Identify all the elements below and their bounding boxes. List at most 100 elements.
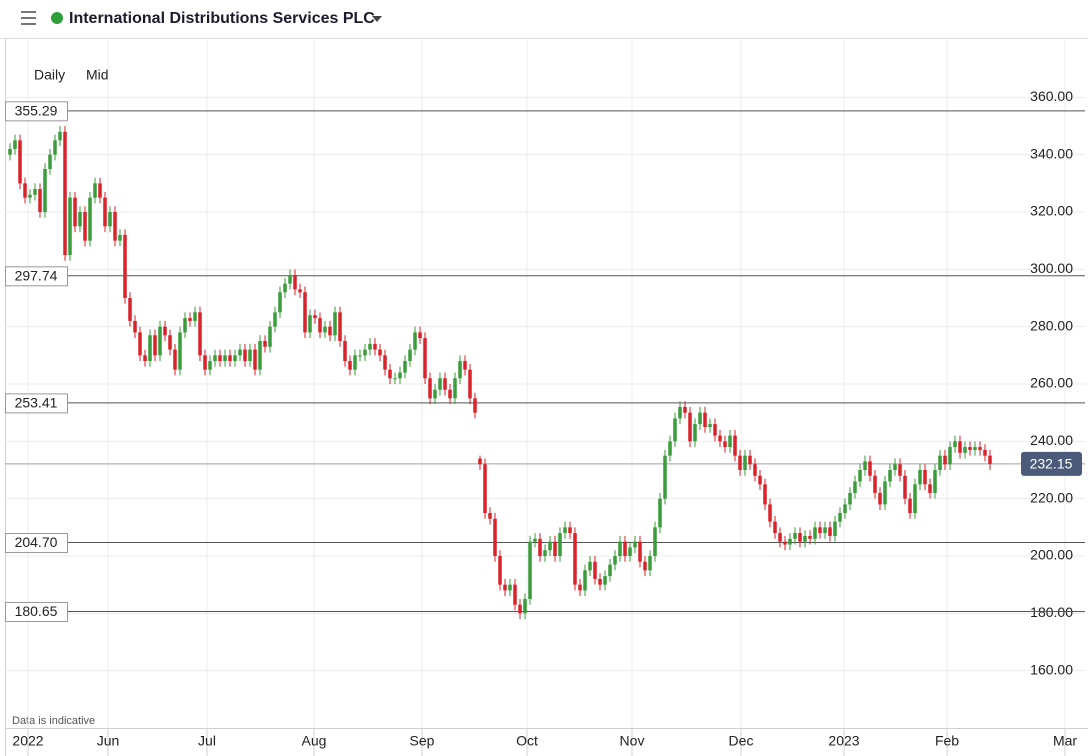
- candle-body: [188, 318, 192, 321]
- dropdown-arrow[interactable]: [372, 16, 382, 22]
- candle-body: [168, 335, 172, 350]
- candle-body: [53, 140, 57, 155]
- y-tick-label: 180.00: [1030, 604, 1073, 620]
- candle-body: [378, 349, 382, 356]
- candle-body: [508, 584, 512, 591]
- candle-body: [413, 332, 417, 350]
- candle-body: [153, 335, 157, 356]
- candle-body: [228, 355, 232, 362]
- candle-body: [48, 154, 52, 169]
- candle-body: [608, 564, 612, 577]
- level-label-box: [5, 533, 68, 554]
- candle-body: [128, 298, 132, 321]
- level-label-box: [5, 393, 68, 414]
- candle-body: [618, 541, 622, 556]
- candle-body: [198, 312, 202, 356]
- candle-body: [33, 189, 37, 195]
- candle-body: [23, 183, 27, 198]
- candle-body: [138, 332, 142, 356]
- candle-body: [458, 361, 462, 379]
- candle-body: [438, 378, 442, 390]
- candle-body: [983, 449, 987, 456]
- candle-body: [988, 455, 992, 464]
- candle-body: [83, 212, 87, 241]
- candle-body: [468, 369, 472, 399]
- candle-body: [598, 578, 602, 585]
- candle-body: [678, 406, 682, 419]
- candle-body: [488, 513, 492, 519]
- candle-body: [553, 541, 557, 556]
- candle-body: [163, 326, 167, 336]
- candle-body: [103, 197, 107, 227]
- candle-body: [973, 447, 977, 450]
- chart-title[interactable]: International Distributions Services PLC: [69, 10, 375, 27]
- candle-body: [683, 406, 687, 413]
- candle-body: [893, 464, 897, 470]
- candle-body: [263, 341, 267, 347]
- candle-body: [483, 464, 487, 513]
- y-tick-label: 280.00: [1030, 317, 1073, 333]
- candle-body: [173, 349, 177, 370]
- candle-body: [968, 447, 972, 450]
- candle-body: [513, 584, 517, 605]
- candle-body: [768, 504, 772, 522]
- candle-body: [948, 447, 952, 465]
- candle-body: [908, 498, 912, 513]
- candle-body: [453, 378, 457, 399]
- candle-body: [888, 470, 892, 482]
- candle-body: [963, 447, 967, 453]
- candle-body: [328, 326, 332, 336]
- candle-body: [323, 326, 327, 333]
- candle-body: [108, 212, 112, 227]
- candle-body: [203, 355, 207, 370]
- candle-body: [418, 332, 422, 339]
- candle-body: [13, 140, 17, 149]
- candle-body: [933, 470, 937, 493]
- candle-body: [73, 197, 77, 227]
- candle-body: [278, 292, 282, 313]
- candle-body: [428, 378, 432, 399]
- candle-body: [8, 148, 12, 155]
- candle-body: [593, 561, 597, 579]
- candle-body: [208, 361, 212, 370]
- x-tick-label: Dec: [729, 733, 754, 749]
- x-tick-label: Sep: [410, 733, 435, 749]
- candle-body: [533, 538, 537, 542]
- menu-icon[interactable]: [21, 11, 36, 25]
- candle-body: [143, 355, 147, 362]
- candle-body: [358, 355, 362, 357]
- candle-body: [643, 561, 647, 571]
- candle-body: [338, 312, 342, 341]
- candle-body: [868, 461, 872, 476]
- current-price-label: 232.15: [1030, 456, 1073, 472]
- candle-body: [473, 398, 477, 413]
- candle-body: [548, 541, 552, 551]
- candle-body: [703, 412, 707, 427]
- candle-body: [838, 513, 842, 522]
- candle-body: [293, 275, 297, 290]
- candle-body: [18, 140, 22, 184]
- candle-body: [158, 326, 162, 356]
- y-tick-label: 300.00: [1030, 260, 1073, 276]
- candle-body: [743, 455, 747, 470]
- interval-label[interactable]: Daily: [34, 67, 65, 83]
- y-tick-label: 220.00: [1030, 489, 1073, 505]
- candle-body: [828, 527, 832, 536]
- candle-body: [38, 189, 42, 212]
- candle-body: [883, 481, 887, 505]
- candle-body: [818, 527, 822, 534]
- candle-body: [98, 183, 102, 198]
- candle-body: [578, 584, 582, 591]
- status-dot: [51, 12, 63, 24]
- candle-body: [373, 343, 377, 350]
- candle-body: [273, 312, 277, 327]
- y-tick-label: 320.00: [1030, 203, 1073, 219]
- candle-body: [78, 212, 82, 227]
- candle-body: [923, 470, 927, 485]
- candle-body: [118, 234, 122, 241]
- candle-body: [863, 461, 867, 470]
- candle-body: [213, 355, 217, 362]
- price-type-label[interactable]: Mid: [86, 67, 109, 83]
